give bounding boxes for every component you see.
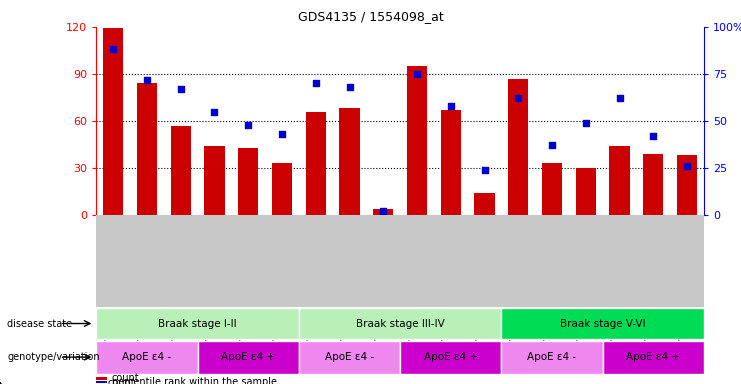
Bar <box>677 156 697 215</box>
Text: ApoE ε4 -: ApoE ε4 - <box>325 352 374 362</box>
Bar <box>170 126 191 215</box>
Text: count: count <box>111 373 139 383</box>
Point <box>411 71 423 77</box>
Bar <box>643 154 663 215</box>
Bar <box>400 341 502 374</box>
Text: Braak stage III-IV: Braak stage III-IV <box>356 318 445 329</box>
Bar <box>272 163 292 215</box>
Point <box>175 86 187 92</box>
Point <box>208 109 220 115</box>
Bar <box>542 163 562 215</box>
Bar <box>339 108 359 215</box>
Point <box>276 131 288 137</box>
Text: ApoE ε4 +: ApoE ε4 + <box>424 352 478 362</box>
Bar <box>305 112 326 215</box>
Bar <box>137 83 157 215</box>
Bar <box>96 377 107 379</box>
Point <box>242 122 254 128</box>
Point <box>141 76 153 83</box>
Bar <box>299 308 502 339</box>
Text: disease state: disease state <box>7 318 73 329</box>
Point <box>310 80 322 86</box>
Bar <box>609 146 630 215</box>
Bar <box>96 341 198 374</box>
Text: ApoE ε4 -: ApoE ε4 - <box>528 352 576 362</box>
Text: percentile rank within the sample: percentile rank within the sample <box>111 377 276 384</box>
Bar <box>299 341 400 374</box>
Bar <box>96 308 299 339</box>
Text: ApoE ε4 +: ApoE ε4 + <box>222 352 275 362</box>
Bar <box>508 79 528 215</box>
Point <box>377 208 389 214</box>
Bar <box>373 209 393 215</box>
Bar <box>474 193 495 215</box>
Point <box>648 133 659 139</box>
Point <box>479 167 491 173</box>
Point <box>512 95 524 101</box>
Point <box>614 95 625 101</box>
Point <box>681 163 693 169</box>
Bar <box>502 341 602 374</box>
Bar <box>576 168 596 215</box>
Point <box>107 46 119 53</box>
Bar <box>502 308 704 339</box>
Bar <box>238 147 259 215</box>
Bar <box>205 146 225 215</box>
Point <box>546 142 558 149</box>
Point <box>580 120 592 126</box>
Bar <box>198 341 299 374</box>
Point <box>344 84 356 90</box>
Bar <box>103 28 123 215</box>
Text: GDS4135 / 1554098_at: GDS4135 / 1554098_at <box>298 10 443 23</box>
Text: count: count <box>107 378 135 384</box>
Text: Braak stage V-VI: Braak stage V-VI <box>560 318 645 329</box>
Bar <box>602 341 704 374</box>
Point <box>445 103 456 109</box>
Bar <box>96 381 107 383</box>
Text: Braak stage I-II: Braak stage I-II <box>159 318 237 329</box>
Text: genotype/variation: genotype/variation <box>7 352 100 362</box>
Text: ApoE ε4 +: ApoE ε4 + <box>626 352 680 362</box>
Text: ApoE ε4 -: ApoE ε4 - <box>122 352 171 362</box>
Bar <box>407 66 427 215</box>
Bar <box>441 110 461 215</box>
